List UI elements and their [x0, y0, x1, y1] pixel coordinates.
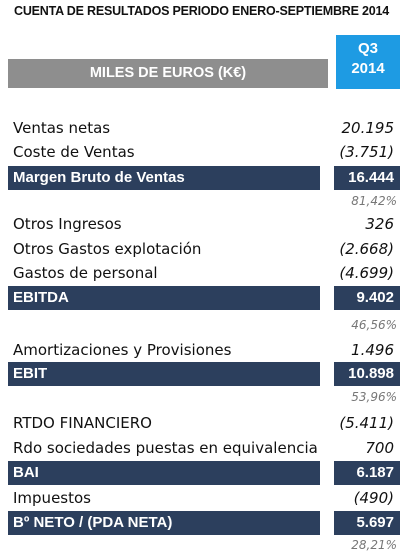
row-label: Coste de Ventas — [13, 143, 135, 161]
row-gastos-personal: Gastos de personal (4.699) — [8, 261, 400, 285]
row-margen-bruto: Margen Bruto de Ventas 16.444 — [8, 166, 400, 190]
row-value: 6.187 — [334, 461, 400, 485]
row-rtdo-financiero: RTDO FINANCIERO (5.411) — [8, 411, 400, 435]
beneficio-neto-percentage: 28,21% — [351, 538, 397, 552]
period-year: 2014 — [351, 60, 385, 77]
row-value: 5.697 — [334, 511, 400, 535]
units-header: MILES DE EUROS (K€) — [8, 59, 328, 88]
row-ebit: EBIT 10.898 — [8, 362, 400, 386]
row-label: BAI — [8, 461, 320, 485]
row-otros-ingresos: Otros Ingresos 326 — [8, 212, 400, 236]
row-label: RTDO FINANCIERO — [13, 414, 152, 432]
row-label: EBITDA — [8, 286, 320, 310]
row-beneficio-neto: Bº NETO / (PDA NETA) 5.697 — [8, 511, 400, 535]
period-header: Q3 2014 — [336, 35, 400, 89]
row-value: 9.402 — [334, 286, 400, 310]
row-label: Impuestos — [13, 489, 91, 507]
row-amortizaciones: Amortizaciones y Provisiones 1.496 — [8, 338, 400, 362]
row-ebitda: EBITDA 9.402 — [8, 286, 400, 310]
row-label: Gastos de personal — [13, 264, 158, 282]
row-rdo-sociedades: Rdo sociedades puestas en equivalencia 7… — [8, 436, 400, 460]
row-label: Margen Bruto de Ventas — [8, 166, 320, 190]
row-value: (2.668) — [339, 240, 394, 258]
row-value: 1.496 — [351, 341, 394, 359]
row-value: (5.411) — [339, 414, 394, 432]
margen-bruto-percentage: 81,42% — [351, 194, 397, 208]
ebitda-percentage: 46,56% — [351, 318, 397, 332]
row-value: 700 — [365, 439, 394, 457]
row-value: (4.699) — [339, 264, 394, 282]
row-value: 16.444 — [334, 166, 400, 190]
period-quarter: Q3 — [357, 40, 378, 57]
row-impuestos: Impuestos (490) — [8, 486, 400, 510]
row-label: Amortizaciones y Provisiones — [13, 341, 232, 359]
row-label: EBIT — [8, 362, 320, 386]
row-value: 326 — [365, 215, 394, 233]
row-label: Otros Gastos explotación — [13, 240, 202, 258]
row-label: Otros Ingresos — [13, 215, 122, 233]
row-value: (3.751) — [339, 143, 394, 161]
row-ventas-netas: Ventas netas 20.195 — [8, 116, 400, 140]
row-value: 10.898 — [334, 362, 400, 386]
row-value: (490) — [353, 489, 394, 507]
report-title: CUENTA DE RESULTADOS PERIODO ENERO-SEPTI… — [14, 4, 390, 18]
row-bai: BAI 6.187 — [8, 461, 400, 485]
row-label: Ventas netas — [13, 119, 111, 137]
row-otros-gastos: Otros Gastos explotación (2.668) — [8, 237, 400, 261]
row-coste-ventas: Coste de Ventas (3.751) — [8, 140, 400, 164]
row-label: Bº NETO / (PDA NETA) — [8, 511, 320, 535]
row-value: 20.195 — [341, 119, 395, 137]
ebit-percentage: 53,96% — [351, 390, 397, 404]
row-label: Rdo sociedades puestas en equivalencia — [13, 439, 318, 457]
